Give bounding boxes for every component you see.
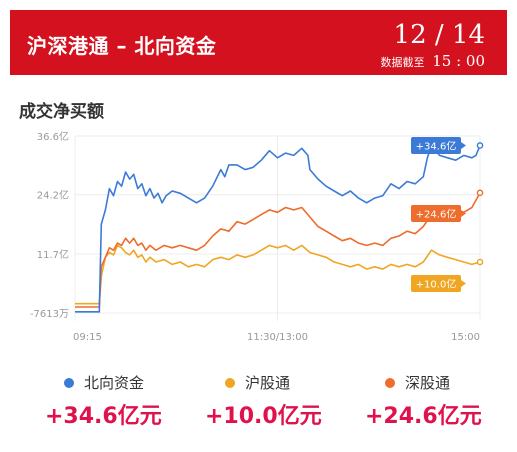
legend-item-sz: 深股通 xyxy=(385,372,450,393)
header-banner: 沪深港通 – 北向资金 12 / 14 数据截至 15 : 00 xyxy=(10,10,507,75)
y-tick-label: -7613万 xyxy=(30,309,69,320)
y-tick-label: 24.2亿 xyxy=(37,189,69,202)
x-tick-label: 15:00 xyxy=(451,332,480,343)
value-badge-label: +34.6亿 xyxy=(416,140,457,153)
value-badge-sh xyxy=(411,275,461,292)
series-line-north xyxy=(75,145,481,313)
total-north: +34.6亿元 xyxy=(45,404,162,429)
header-date: 12 / 14 xyxy=(393,20,485,50)
legend-dot-sh xyxy=(225,377,235,388)
y-tick-label: 36.6亿 xyxy=(37,130,69,143)
series-line-sh xyxy=(75,244,481,305)
value-badge-pointer xyxy=(461,210,466,217)
data-cutoff: 数据截至 15 : 00 xyxy=(380,52,485,70)
series-end-dot-sh xyxy=(476,258,484,266)
legend-dot-sz xyxy=(385,377,395,388)
value-badge-pointer xyxy=(461,280,466,287)
value-badge-north xyxy=(411,137,461,154)
legend-item-north: 北向资金 xyxy=(64,372,144,393)
cutoff-time: 15 : 00 xyxy=(432,52,485,70)
legend-label-north: 北向资金 xyxy=(84,374,145,392)
x-tick-label: 11:30/13:00 xyxy=(247,332,308,343)
value-badge-label: +24.6亿 xyxy=(416,208,457,221)
cutoff-label: 数据截至 xyxy=(380,56,425,69)
total-sz: +24.6亿元 xyxy=(365,404,482,429)
series-end-dot-north xyxy=(476,142,484,149)
value-badge-pointer xyxy=(461,142,466,149)
section-title: 成交净买额 xyxy=(19,102,104,122)
value-badge-label: +10.0亿 xyxy=(416,278,457,291)
y-tick-label: 11.7亿 xyxy=(37,248,69,261)
series-line-sz xyxy=(75,192,481,308)
page-title: 沪深港通 – 北向资金 xyxy=(27,34,217,58)
legend-label-sz: 深股通 xyxy=(405,374,451,392)
net-buy-chart: 36.6亿 24.2亿 11.7亿 -7613万 09:15 11:30/13:00 15:… xyxy=(30,130,484,343)
series-end-dot-sz xyxy=(476,189,484,197)
legend-item-sh: 沪股通 xyxy=(225,372,290,393)
total-sh: +10.0亿元 xyxy=(205,404,322,429)
value-badge-sz xyxy=(411,205,461,222)
legend-dot-north xyxy=(64,377,74,388)
legend-label-sh: 沪股通 xyxy=(245,374,291,392)
x-tick-label: 09:15 xyxy=(73,332,102,343)
